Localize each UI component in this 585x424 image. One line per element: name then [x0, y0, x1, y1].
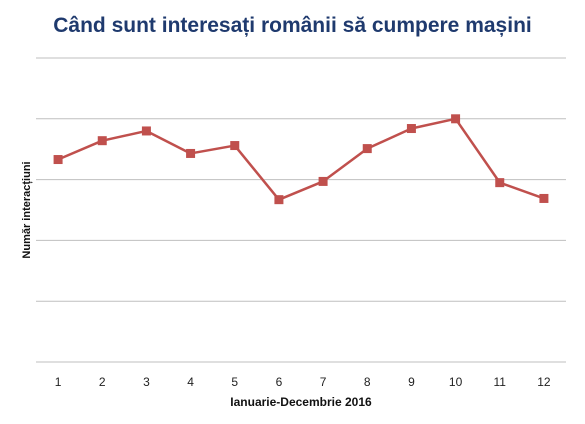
x-tick-label: 10: [449, 375, 463, 389]
data-point: [318, 176, 328, 186]
x-tick-label: 8: [364, 375, 371, 389]
data-point: [406, 124, 416, 134]
x-tick-label: 9: [408, 375, 415, 389]
data-point: [53, 155, 63, 165]
data-point: [451, 114, 461, 124]
chart-title: Când sunt interesați românii să cumpere …: [53, 14, 532, 37]
data-point: [186, 148, 196, 158]
x-tick-label: 6: [276, 375, 283, 389]
x-tick-label: 4: [187, 375, 194, 389]
x-axis-title: Ianuarie-Decembrie 2016: [230, 395, 372, 409]
x-tick-label: 3: [143, 375, 150, 389]
data-point: [362, 144, 372, 154]
x-tick-label: 11: [494, 375, 507, 389]
series-line: [57, 117, 545, 201]
x-tick-label: 2: [99, 375, 106, 389]
data-point: [97, 136, 107, 146]
data-point: [230, 141, 240, 151]
x-tick-label: 1: [55, 375, 62, 389]
x-tick-label: 7: [320, 375, 327, 389]
data-point: [141, 126, 151, 136]
x-tick-label: 5: [231, 375, 238, 389]
data-point: [539, 193, 549, 203]
data-point: [495, 178, 505, 188]
data-point: [274, 195, 284, 205]
x-tick-label: 12: [537, 375, 551, 389]
